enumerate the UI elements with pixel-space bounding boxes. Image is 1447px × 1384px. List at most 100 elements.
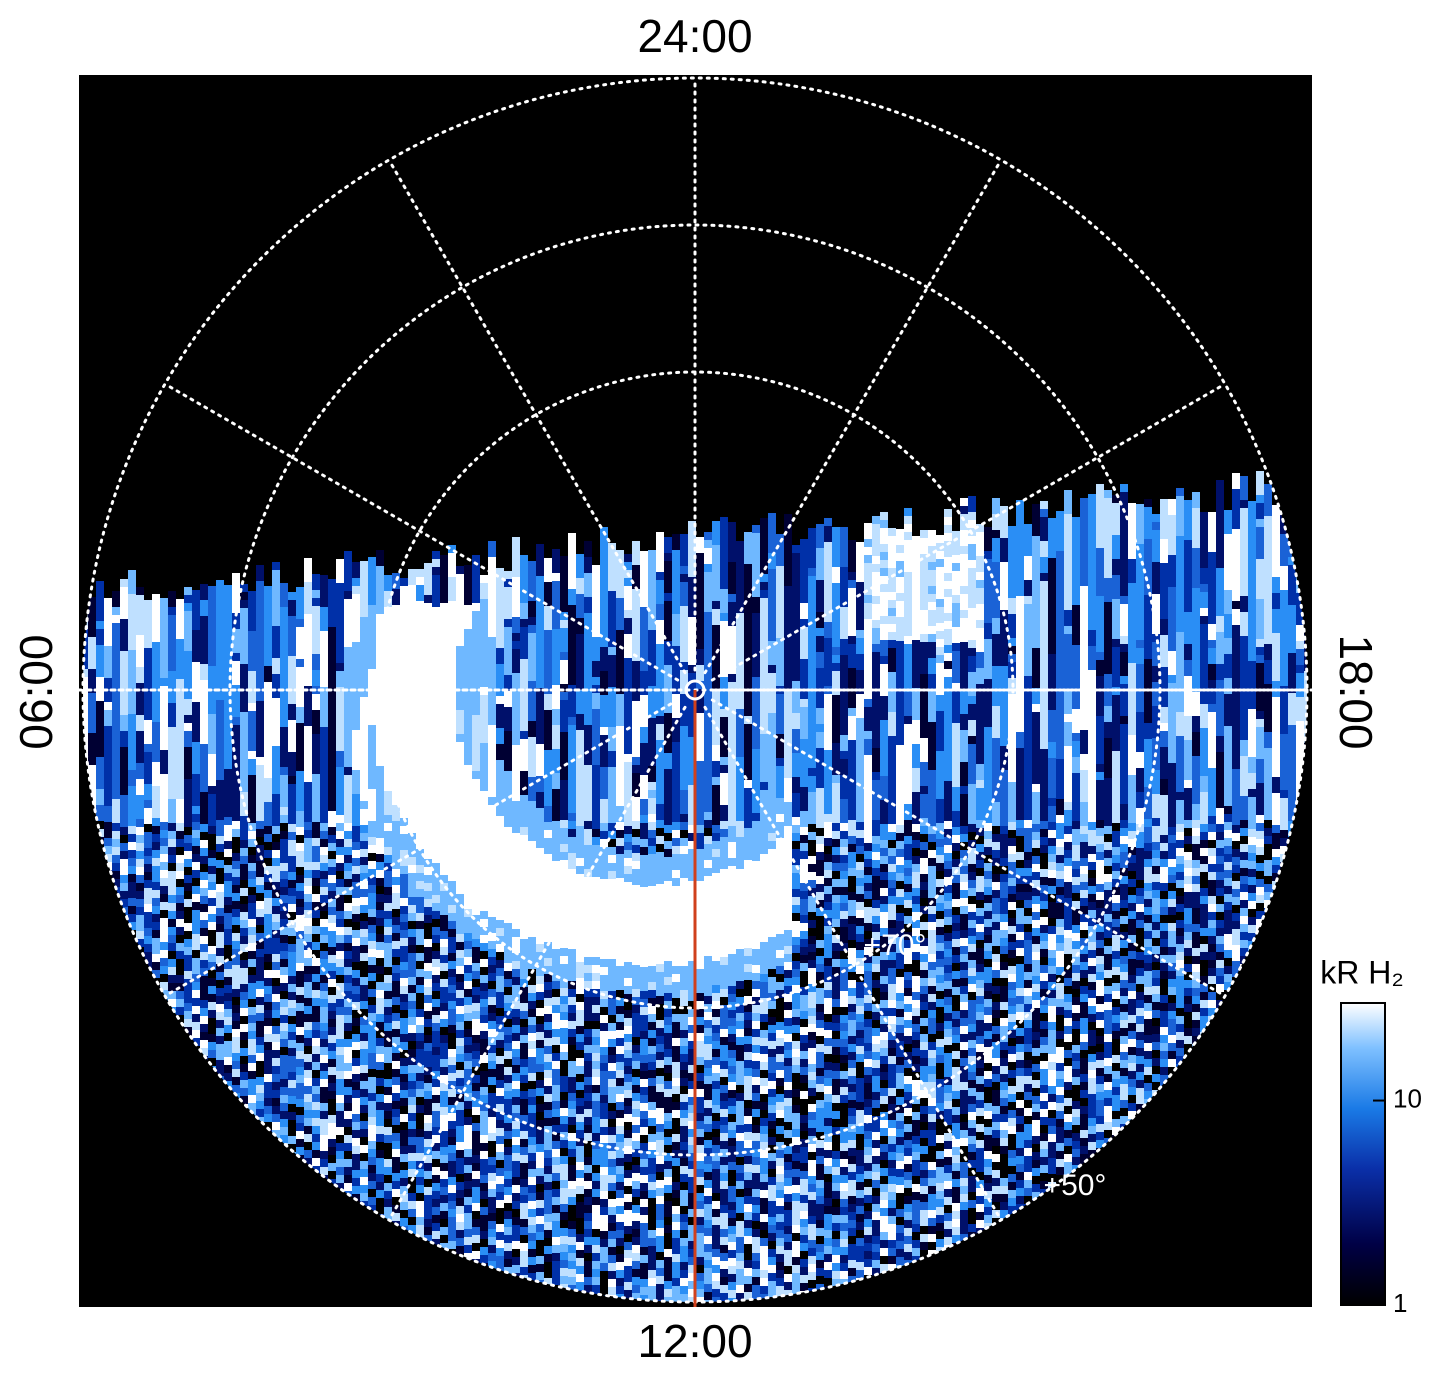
emission-cell xyxy=(288,752,296,760)
emission-cell xyxy=(216,932,224,940)
emission-cell xyxy=(376,614,384,622)
emission-cell xyxy=(408,1169,416,1177)
emission-cell xyxy=(528,641,536,649)
emission-cell xyxy=(312,1038,320,1046)
emission-cell xyxy=(88,629,96,637)
emission-cell xyxy=(136,819,144,827)
emission-cell xyxy=(488,589,496,597)
emission-cell xyxy=(344,783,352,791)
emission-cell xyxy=(480,1159,488,1167)
emission-cell xyxy=(224,849,232,857)
emission-cell xyxy=(472,795,480,803)
emission-cell xyxy=(128,802,136,810)
emission-cell xyxy=(512,841,520,849)
emission-cell xyxy=(416,609,424,617)
emission-cell xyxy=(192,766,200,774)
emission-cell xyxy=(184,667,192,675)
emission-cell xyxy=(304,854,312,862)
emission-cell xyxy=(400,666,408,674)
emission-cell xyxy=(488,781,496,789)
emission-cell xyxy=(432,911,440,919)
emission-cell xyxy=(488,701,496,709)
emission-cell xyxy=(272,786,280,794)
emission-cell xyxy=(448,673,456,681)
emission-cell xyxy=(384,911,392,919)
emission-cell xyxy=(168,807,176,815)
emission-cell xyxy=(168,631,176,639)
emission-cell xyxy=(456,1054,464,1062)
emission-cell xyxy=(256,661,264,669)
emission-cell xyxy=(192,870,200,878)
emission-cell xyxy=(352,882,360,890)
emission-cell xyxy=(416,1169,424,1177)
emission-cell xyxy=(256,917,264,925)
emission-cell xyxy=(208,794,216,802)
emission-cell xyxy=(472,675,480,683)
emission-cell xyxy=(128,1306,136,1314)
emission-cell xyxy=(312,1102,320,1110)
emission-cell xyxy=(288,600,296,608)
emission-cell xyxy=(304,694,312,702)
emission-cell xyxy=(504,1123,512,1131)
emission-cell xyxy=(528,1217,536,1225)
emission-cell xyxy=(528,929,536,937)
emission-cell xyxy=(192,918,200,926)
emission-cell xyxy=(304,1150,312,1158)
emission-cell xyxy=(488,565,496,573)
emission-cell xyxy=(424,771,432,779)
emission-cell xyxy=(416,601,424,609)
emission-cell xyxy=(432,1031,440,1039)
emission-cell xyxy=(83,669,88,677)
emission-cell xyxy=(192,782,200,790)
emission-cell xyxy=(304,1038,312,1046)
emission-cell xyxy=(184,803,192,811)
emission-cell xyxy=(208,962,216,970)
emission-cell xyxy=(168,831,176,839)
emission-cell xyxy=(336,591,344,599)
emission-cell xyxy=(528,689,536,697)
emission-cell xyxy=(224,1081,232,1089)
emission-cell xyxy=(368,765,376,773)
emission-cell xyxy=(496,1232,504,1240)
emission-cell xyxy=(432,1223,440,1231)
emission-cell xyxy=(336,999,344,1007)
emission-cell xyxy=(520,579,528,587)
emission-cell xyxy=(88,773,96,781)
emission-cell xyxy=(232,989,240,997)
emission-cell xyxy=(328,907,336,915)
emission-cell xyxy=(392,965,400,973)
emission-cell xyxy=(344,655,352,663)
emission-cell xyxy=(520,771,528,779)
emission-cell xyxy=(168,975,176,983)
emission-cell xyxy=(376,694,384,702)
emission-cell xyxy=(376,814,384,822)
emission-cell xyxy=(288,648,296,656)
emission-cell xyxy=(432,1039,440,1047)
emission-cell xyxy=(136,907,144,915)
emission-cell xyxy=(528,961,536,969)
emission-cell xyxy=(248,615,256,623)
emission-cell xyxy=(464,1037,472,1045)
emission-cell xyxy=(480,1151,488,1159)
emission-cell xyxy=(392,797,400,805)
emission-cell xyxy=(328,1035,336,1043)
emission-cell xyxy=(312,774,320,782)
emission-cell xyxy=(312,910,320,918)
emission-cell xyxy=(272,826,280,834)
emission-cell xyxy=(192,838,200,846)
emission-cell xyxy=(496,936,504,944)
emission-cell xyxy=(120,579,128,587)
emission-cell xyxy=(224,617,232,625)
emission-cell xyxy=(200,688,208,696)
emission-cell xyxy=(352,642,360,650)
emission-cell xyxy=(176,607,184,615)
emission-cell xyxy=(392,717,400,725)
emission-cell xyxy=(248,1039,256,1047)
emission-cell xyxy=(240,1024,248,1032)
emission-cell xyxy=(448,921,456,929)
emission-cell xyxy=(272,954,280,962)
emission-cell xyxy=(536,1104,544,1112)
emission-cell xyxy=(336,1151,344,1159)
emission-cell xyxy=(112,711,120,719)
emission-cell xyxy=(192,774,200,782)
